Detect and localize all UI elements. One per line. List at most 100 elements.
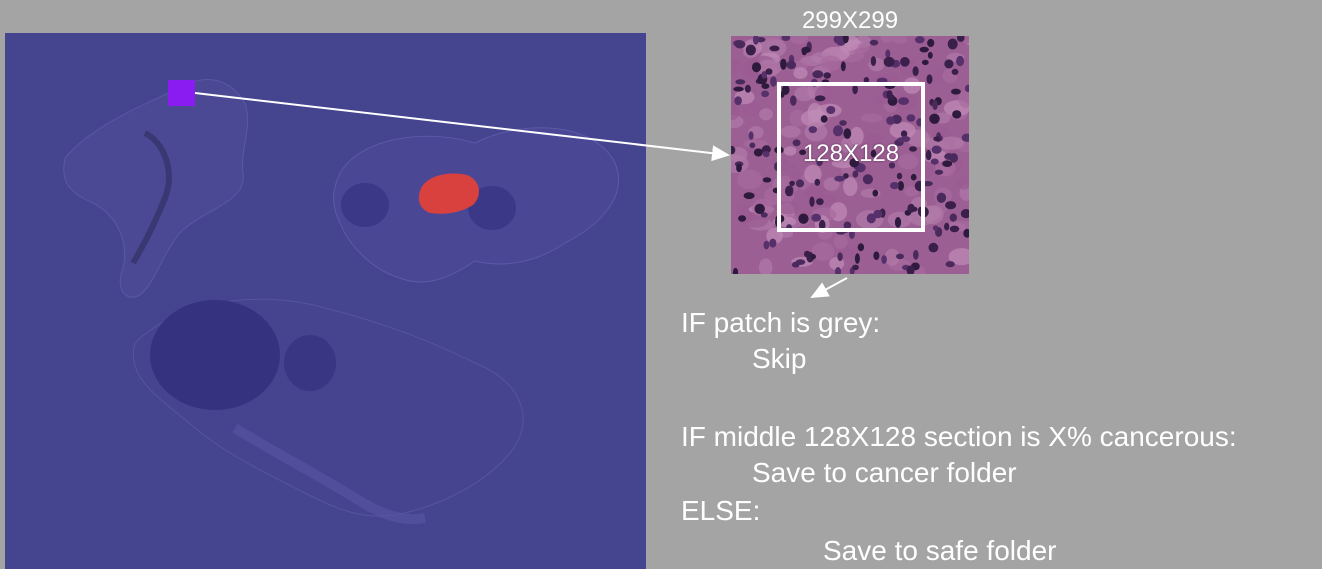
cell-nucleus [932, 99, 938, 110]
cell-nucleus [734, 40, 746, 49]
cell-nucleus [837, 252, 843, 262]
cell-nucleus [854, 253, 860, 264]
cell-nucleus [812, 70, 824, 79]
cell-nucleus [900, 130, 908, 138]
cell-nucleus [816, 158, 823, 166]
cell-nucleus [852, 170, 859, 178]
cell-nucleus [886, 116, 895, 125]
cell-nucleus [769, 45, 780, 52]
cell-nucleus [843, 221, 852, 230]
cytoplasm-blob [831, 158, 855, 169]
tissue-fragment-upper-left [63, 79, 249, 298]
cell-nucleus [921, 59, 929, 66]
cell-nucleus [839, 120, 847, 126]
cell-nucleus [930, 158, 939, 165]
cell-nucleus [881, 255, 887, 264]
cell-nucleus [744, 84, 751, 93]
cytoplasm-blob [789, 171, 802, 183]
rule-if-cancerous: IF middle 128X128 section is X% cancerou… [681, 421, 1237, 452]
cell-nucleus [770, 76, 777, 87]
cell-nucleus [840, 61, 846, 72]
cell-nucleus [781, 36, 791, 41]
cell-nucleus [752, 36, 759, 45]
cytoplasm-blob [889, 122, 916, 139]
cytoplasm-blob [793, 67, 808, 79]
tumor-region [418, 173, 479, 214]
cytoplasm-blob [742, 100, 762, 117]
cytoplasm-blob [804, 184, 826, 202]
center-crop-label: 128X128 [802, 140, 900, 167]
cytoplasm-blob [864, 133, 883, 148]
cell-nucleus [749, 142, 756, 149]
cell-nucleus [820, 115, 828, 123]
cell-nucleus [949, 213, 957, 222]
cell-nucleus [823, 72, 831, 79]
cell-nucleus [951, 88, 961, 95]
cytoplasm-blob [833, 235, 848, 249]
cell-nucleus [811, 213, 822, 222]
cell-nucleus [760, 212, 768, 218]
cell-nucleus [786, 60, 797, 70]
cell-nucleus [960, 209, 969, 219]
cell-nucleus [944, 59, 954, 69]
cell-nucleus [957, 36, 965, 42]
cell-nucleus [857, 243, 865, 252]
cytoplasm-blob [860, 113, 883, 123]
cytoplasm-blob [777, 201, 800, 215]
cell-nucleus [761, 71, 767, 79]
cell-nucleus [765, 68, 773, 75]
cell-nucleus [896, 172, 903, 180]
cell-nucleus [906, 114, 916, 122]
cytoplasm-blob [938, 136, 964, 150]
cell-nucleus [743, 192, 755, 200]
cell-nucleus [929, 113, 940, 125]
cell-nucleus [809, 196, 815, 207]
whole-slide-image [5, 33, 646, 569]
cell-nucleus [933, 136, 941, 142]
cell-nucleus [816, 198, 824, 206]
center-crop-box [777, 82, 925, 232]
cell-nucleus [873, 209, 883, 219]
cell-nucleus [732, 267, 739, 274]
tissue-drawing [63, 79, 620, 525]
cell-nucleus [890, 182, 899, 190]
cell-nucleus [792, 139, 801, 147]
cytoplasm-blob [823, 177, 840, 191]
tissue-strand [232, 423, 426, 525]
cell-nucleus [925, 149, 932, 161]
cytoplasm-blob [840, 137, 853, 153]
cell-nucleus [964, 84, 969, 93]
cell-nucleus [763, 240, 770, 250]
cell-nucleus [942, 160, 953, 167]
cell-nucleus [754, 203, 765, 214]
lymph-node-left [341, 183, 389, 227]
cell-nucleus [808, 126, 817, 134]
cell-nucleus [798, 213, 809, 224]
cell-nucleus [947, 38, 958, 50]
cell-nucleus [909, 146, 917, 152]
cell-nucleus [731, 145, 736, 155]
cell-nucleus [814, 178, 821, 186]
cytoplasm-blob [891, 36, 908, 44]
cell-nucleus [852, 264, 859, 271]
cytoplasm-blob [811, 242, 835, 261]
rule-else: ELSE: [681, 495, 761, 526]
cytoplasm-blob [780, 125, 801, 138]
cell-nucleus [833, 36, 839, 44]
cell-nucleus [896, 253, 904, 260]
cell-nucleus [944, 222, 950, 231]
histology-patch-image [731, 36, 969, 274]
tissue-dark-streak [130, 130, 172, 265]
cytoplasm-blob [880, 36, 893, 43]
cell-nucleus [913, 249, 919, 260]
cell-nucleus [763, 151, 770, 158]
cell-nucleus [736, 163, 742, 173]
cytoplasm-blob [843, 177, 858, 197]
cytoplasm-blob [897, 153, 919, 170]
cell-nucleus [761, 90, 770, 98]
cytoplasm-blob [958, 90, 969, 108]
cell-nucleus [791, 261, 800, 268]
cell-nucleus [849, 158, 859, 168]
cell-nucleus [761, 83, 770, 89]
cell-nucleus [818, 219, 826, 231]
